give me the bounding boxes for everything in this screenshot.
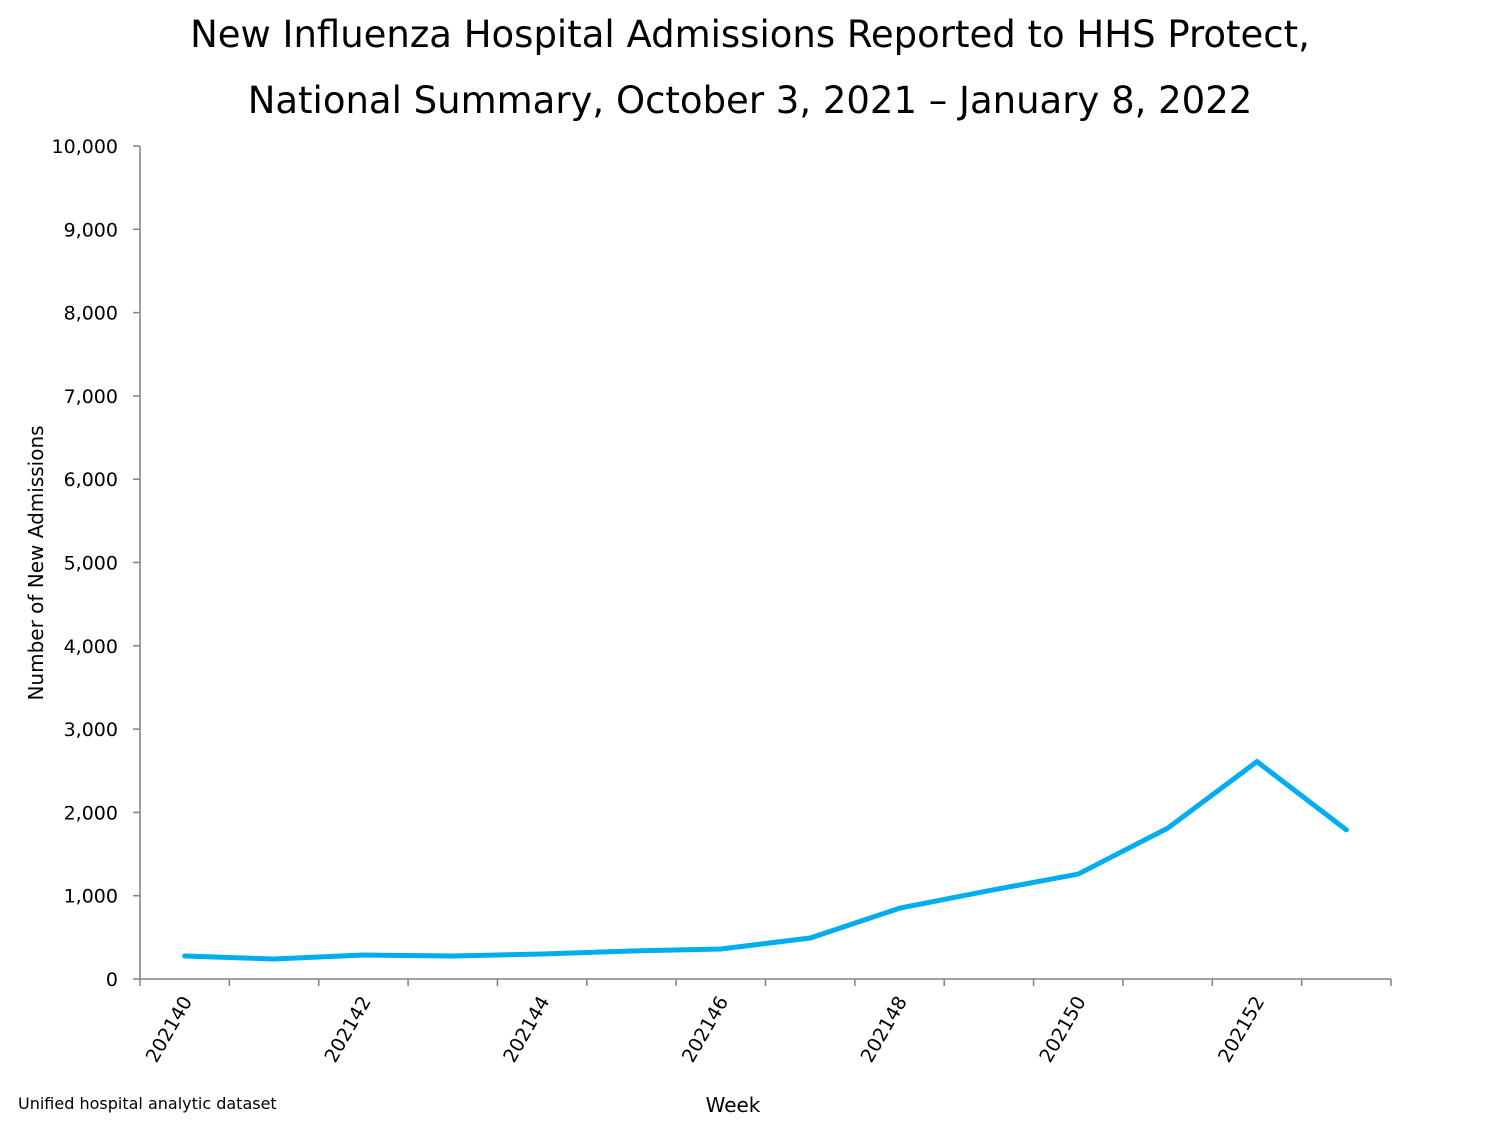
y-tick-label: 9,000 <box>64 219 118 241</box>
x-tick-label: 202144 <box>499 993 554 1067</box>
y-tick-label: 5,000 <box>64 553 118 575</box>
x-tick-label: 202142 <box>320 993 375 1067</box>
y-tick-label: 8,000 <box>64 303 118 325</box>
y-tick-label: 4,000 <box>64 636 118 658</box>
chart-title: New Influenza Hospital Admissions Report… <box>0 2 1500 134</box>
y-axis: 0 1,000 2,000 3,000 4,000 5,000 6,000 7,000 8,00… <box>52 136 141 991</box>
x-tick-label: 202152 <box>1214 993 1269 1067</box>
x-axis: 202140 202142 202144 202146 202148 202150 2021… <box>139 978 1392 1067</box>
y-tick-label: 1,000 <box>64 886 118 908</box>
series-group <box>182 758 1349 962</box>
y-tick-label: 6,000 <box>64 469 118 491</box>
y-axis-title: Number of New Admissions <box>24 425 48 700</box>
y-tick-label: 2,000 <box>64 802 118 824</box>
source-note: Unified hospital analytic dataset <box>18 1094 277 1113</box>
y-tick-label: 7,000 <box>64 386 118 408</box>
chart-title-line2: National Summary, October 3, 2021 – Janu… <box>247 79 1253 122</box>
y-tick-label: 0 <box>106 969 118 991</box>
x-axis-title: Week <box>706 1093 761 1117</box>
x-tick-label: 202148 <box>857 993 912 1067</box>
series-line <box>182 758 1349 962</box>
y-tick-label: 10,000 <box>52 136 118 158</box>
x-tick-label: 202146 <box>678 993 733 1067</box>
chart-title-line1: New Influenza Hospital Admissions Report… <box>190 13 1310 56</box>
x-tick-label: 202150 <box>1035 993 1090 1067</box>
x-tick-label: 202140 <box>142 993 197 1067</box>
y-tick-label: 3,000 <box>64 719 118 741</box>
